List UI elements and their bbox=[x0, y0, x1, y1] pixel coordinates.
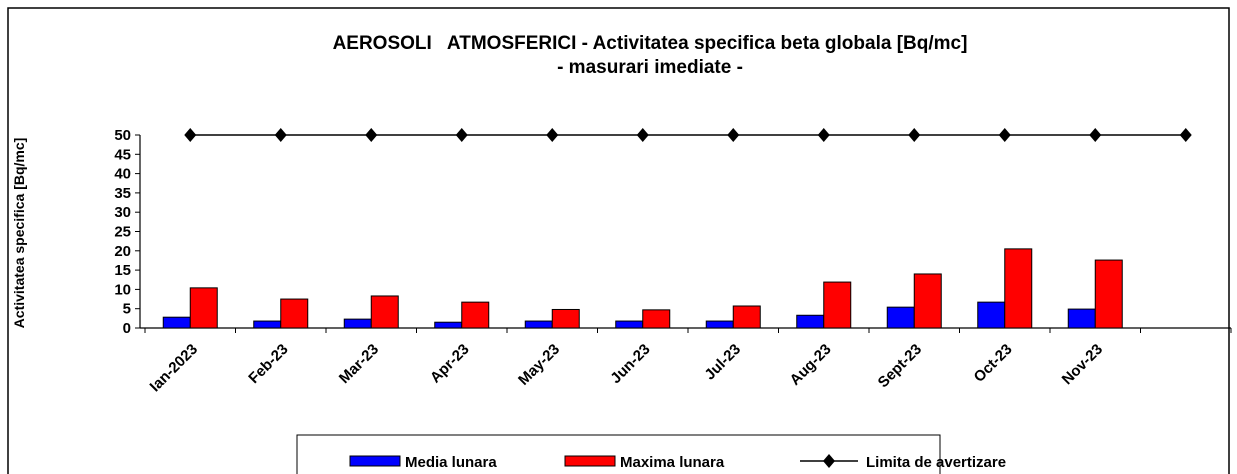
x-tick-label: May-23 bbox=[515, 341, 563, 389]
bar bbox=[343, 318, 372, 329]
legend-label: Maxima lunara bbox=[620, 454, 725, 471]
x-tick-label: Ian-2023 bbox=[147, 341, 201, 395]
bar bbox=[1094, 259, 1123, 329]
bar bbox=[823, 281, 852, 329]
line-marker bbox=[817, 128, 830, 142]
x-tick-label: Apr-23 bbox=[427, 341, 473, 387]
bar bbox=[615, 320, 644, 329]
bar bbox=[524, 320, 553, 329]
legend-label: Limita de avertizare bbox=[866, 454, 1006, 471]
x-tick-label: Feb-23 bbox=[245, 341, 291, 387]
y-tick-label: 40 bbox=[114, 166, 131, 183]
y-tick-label: 35 bbox=[114, 185, 131, 202]
line-marker bbox=[184, 128, 197, 142]
x-tick-label: Jun-23 bbox=[607, 341, 653, 387]
legend-box bbox=[296, 434, 941, 474]
legend-swatch bbox=[349, 455, 401, 467]
legend-label: Media lunara bbox=[405, 454, 497, 471]
y-tick-label: 15 bbox=[114, 262, 131, 279]
bar bbox=[886, 306, 915, 329]
line-marker bbox=[365, 128, 378, 142]
x-tick-label: Aug-23 bbox=[787, 341, 835, 389]
line-marker bbox=[1179, 128, 1192, 142]
bar bbox=[434, 321, 463, 329]
bar bbox=[370, 295, 399, 329]
bar bbox=[977, 301, 1006, 329]
legend-swatch bbox=[564, 455, 616, 467]
line-marker bbox=[546, 128, 559, 142]
line-marker bbox=[727, 128, 740, 142]
y-tick-label: 5 bbox=[123, 301, 131, 318]
line-marker bbox=[908, 128, 921, 142]
bar bbox=[461, 301, 490, 329]
chart-border bbox=[7, 7, 1230, 474]
bar bbox=[913, 273, 942, 329]
x-tick-label: Sept-23 bbox=[875, 341, 925, 391]
bar bbox=[796, 314, 825, 329]
bar bbox=[705, 320, 734, 329]
y-tick-label: 45 bbox=[114, 146, 131, 163]
line-marker bbox=[274, 128, 287, 142]
bar bbox=[253, 320, 282, 329]
y-tick-label: 10 bbox=[114, 281, 131, 298]
y-tick-label: 30 bbox=[114, 204, 131, 221]
line-marker bbox=[998, 128, 1011, 142]
line-marker bbox=[455, 128, 468, 142]
y-tick-label: 25 bbox=[114, 224, 131, 241]
chart-subtitle: - masurari imediate - bbox=[557, 57, 743, 78]
y-axis-title: Activitatea specifica [Bq/mc] bbox=[11, 138, 27, 329]
line-marker bbox=[636, 128, 649, 142]
x-tick-label: Nov-23 bbox=[1059, 341, 1106, 388]
bar bbox=[642, 309, 671, 329]
bar bbox=[189, 287, 218, 329]
bar bbox=[551, 308, 580, 329]
x-tick-label: Oct-23 bbox=[971, 341, 1016, 386]
chart-title: AEROSOLI ATMOSFERICI - Activitatea speci… bbox=[333, 33, 968, 54]
y-tick-label: 0 bbox=[123, 320, 131, 337]
bar bbox=[162, 316, 191, 329]
bar bbox=[1004, 248, 1033, 329]
y-tick-label: 50 bbox=[114, 127, 131, 144]
line-marker bbox=[1089, 128, 1102, 142]
x-tick-label: Mar-23 bbox=[336, 341, 382, 387]
y-tick-label: 20 bbox=[114, 243, 131, 260]
bar bbox=[1067, 308, 1096, 329]
bar bbox=[732, 305, 761, 329]
x-tick-label: Jul-23 bbox=[701, 341, 744, 384]
bar bbox=[280, 298, 309, 329]
legend-marker bbox=[823, 454, 835, 468]
